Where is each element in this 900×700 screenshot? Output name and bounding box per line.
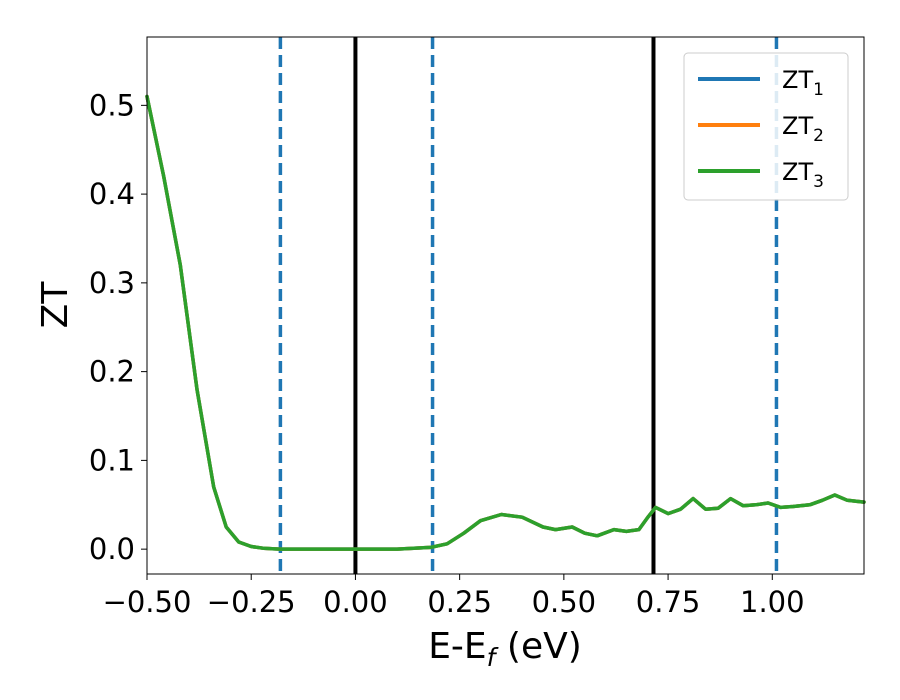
y-tick-label: 0.4 (89, 177, 135, 211)
legend-label-zt3: ZT3 (782, 158, 824, 192)
x-axis: −0.50 −0.25 0.00 0.25 0.50 0.75 1.00 (103, 574, 805, 619)
y-tick-label: 0.2 (89, 355, 135, 389)
x-tick-label: 0.00 (323, 585, 388, 619)
y-tick-label: 0.0 (89, 532, 135, 566)
x-axis-label: E-Ef (eV) (428, 626, 582, 672)
reference-lines (278, 37, 779, 574)
x-tick-label: −0.25 (207, 585, 296, 619)
x-tick-label: 0.25 (427, 585, 492, 619)
plot-area (145, 94, 866, 551)
x-tick-label: 0.75 (636, 585, 701, 619)
y-tick-label: 0.1 (89, 443, 135, 477)
series-line-zt3 (145, 94, 866, 551)
y-axis: 0.0 0.1 0.2 0.3 0.4 0.5 (89, 88, 147, 566)
y-tick-label: 0.5 (89, 88, 135, 122)
x-tick-label: 1.00 (740, 585, 805, 619)
legend-label-zt1: ZT1 (782, 66, 824, 100)
legend-label-zt2: ZT2 (782, 112, 824, 146)
x-tick-label: −0.50 (103, 585, 192, 619)
plot-frame (146, 36, 865, 575)
legend: ZT1 ZT2 ZT3 (683, 52, 849, 201)
x-tick-label: 0.50 (532, 585, 597, 619)
legend-box (683, 52, 849, 201)
y-tick-label: 0.3 (89, 266, 135, 300)
y-axis-label: ZT (35, 281, 76, 329)
